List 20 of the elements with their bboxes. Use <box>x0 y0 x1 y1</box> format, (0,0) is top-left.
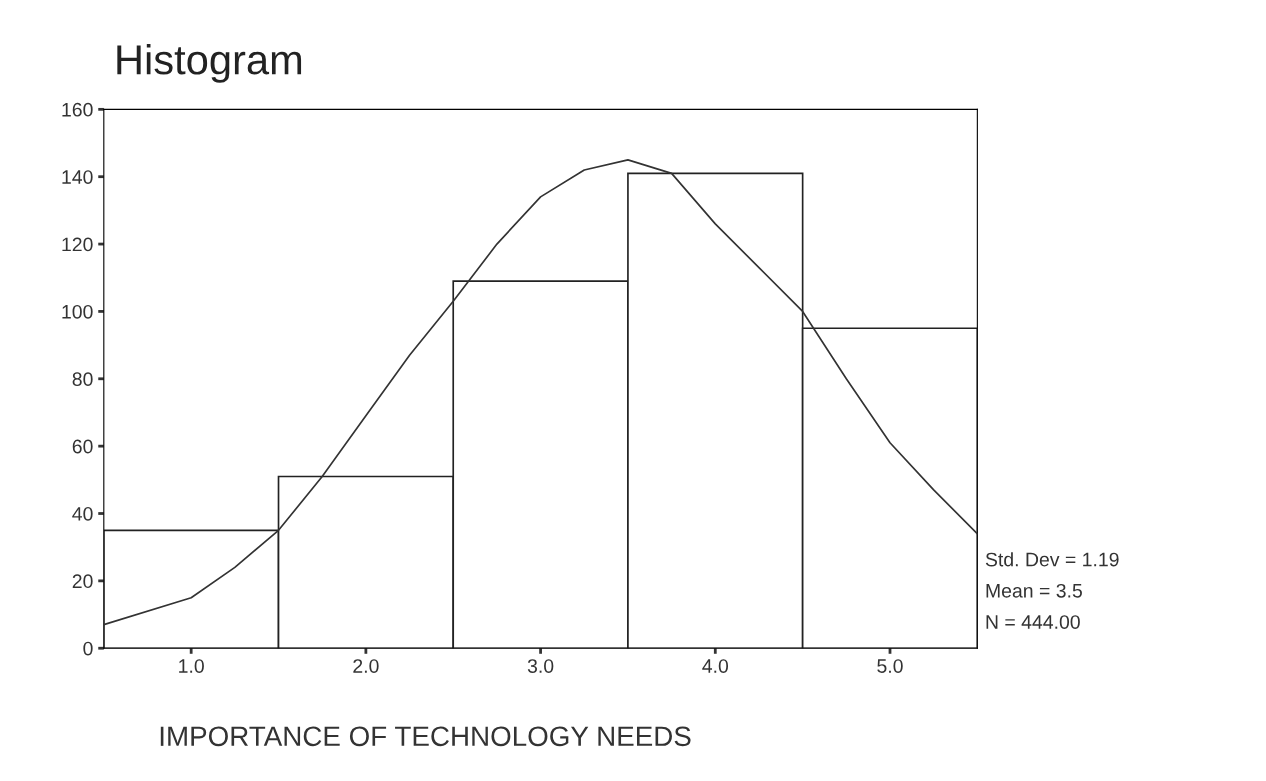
y-tick-label: 160 <box>62 102 93 117</box>
x-tick-label: 2.0 <box>353 659 379 673</box>
y-tick-label: 40 <box>72 506 93 521</box>
text: Mean = 3.5 <box>986 583 1082 598</box>
x-tick-label: 3.0 <box>527 659 554 673</box>
y-tick-label: 20 <box>72 574 93 589</box>
y-tick-label: 120 <box>62 237 93 252</box>
x-axis-title: IMPORTANCE OF TECHNOLOGY NEEDS <box>160 726 691 747</box>
text: N = 444.00 <box>986 615 1080 629</box>
x-tick-label: 5.0 <box>877 659 903 673</box>
y-tick-label: 60 <box>72 439 93 454</box>
text: Std. Dev = 1.19 <box>985 552 1119 567</box>
y-tick-label: 100 <box>62 304 93 319</box>
chart-title: Histogram <box>117 44 302 83</box>
line-series <box>103 159 978 626</box>
x-tick-label: 1.0 <box>179 659 204 673</box>
y-tick-label: 80 <box>72 372 93 387</box>
y-tick-label: 0 <box>83 641 93 656</box>
x-tick-label: 4.0 <box>702 659 729 673</box>
y-tick-label: 140 <box>62 170 93 184</box>
